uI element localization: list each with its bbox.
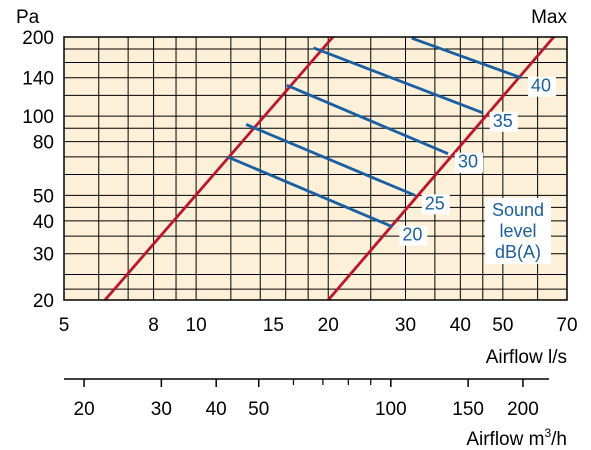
secondary-tick-label: 30	[151, 399, 172, 420]
x-tick-label: 40	[450, 315, 471, 336]
x-tick-label: 50	[492, 315, 513, 336]
y-tick-label: 100	[22, 107, 54, 128]
sound-label-bg-40	[528, 76, 557, 97]
sound-label-20: 20	[402, 225, 422, 245]
sound-label-30: 30	[458, 152, 478, 172]
boundary-line-2	[327, 36, 555, 301]
sound-line-25	[245, 123, 416, 197]
secondary-tick-label: 50	[248, 399, 269, 420]
secondary-axis-label: Airflow m3/h	[466, 426, 567, 450]
sound-line-30	[286, 84, 449, 155]
y-tick-label: 50	[33, 186, 54, 207]
sound-line-40	[411, 36, 522, 80]
legend-line-3: dB(A)	[495, 242, 541, 262]
legend-line-2: level	[499, 221, 536, 241]
secondary-tick-label: 200	[507, 399, 539, 420]
sound-line-35	[312, 46, 484, 115]
legend-line-1: Sound	[492, 200, 544, 220]
secondary-axis-ticks: 20 30 40 50 100 150 200	[74, 379, 539, 420]
y-tick-label: 140	[22, 69, 54, 90]
sound-label-bg-25	[421, 194, 450, 215]
x-tick-label: 70	[556, 315, 577, 336]
boundary-lines	[103, 36, 555, 301]
y-unit-label: Pa	[16, 7, 40, 28]
x-axis-tick-labels: 5 8 10 15 20 30 40 50 70	[59, 315, 578, 336]
secondary-tick-label: 150	[452, 399, 484, 420]
secondary-tick-label: 100	[375, 399, 407, 420]
y-tick-label: 30	[33, 245, 54, 266]
sound-label-40: 40	[531, 76, 551, 96]
x-axis-label: Airflow l/s	[486, 347, 567, 368]
max-label: Max	[531, 7, 567, 28]
sound-line-20	[227, 155, 393, 228]
sound-label-bg-35	[489, 111, 518, 132]
x-tick-label: 5	[59, 315, 70, 336]
boundary-line-1	[103, 36, 334, 301]
x-tick-label: 15	[263, 315, 284, 336]
x-tick-label: 30	[395, 315, 416, 336]
y-tick-label: 80	[33, 133, 54, 154]
x-tick-label: 8	[148, 315, 159, 336]
x-tick-label: 20	[318, 315, 339, 336]
plot-frame	[63, 36, 568, 301]
y-tick-label: 20	[33, 291, 54, 312]
y-tick-label: 40	[33, 212, 54, 233]
y-axis-tick-labels: 20 30 40 50 80 100 140 200	[22, 28, 54, 312]
secondary-axis-label-tail: /h	[551, 429, 567, 450]
legend-background	[485, 198, 551, 264]
sound-label-bg-20	[399, 225, 428, 246]
sound-label-35: 35	[493, 111, 513, 131]
sound-label-25: 25	[425, 193, 445, 213]
x-tick-label: 10	[186, 315, 207, 336]
y-tick-label: 200	[22, 28, 54, 49]
sound-label-bg-30	[455, 152, 484, 173]
secondary-axis-label-base: Airflow m	[466, 429, 544, 450]
secondary-axis-label-sup: 3	[544, 426, 551, 440]
secondary-tick-label: 40	[206, 399, 227, 420]
secondary-tick-label: 20	[74, 399, 95, 420]
